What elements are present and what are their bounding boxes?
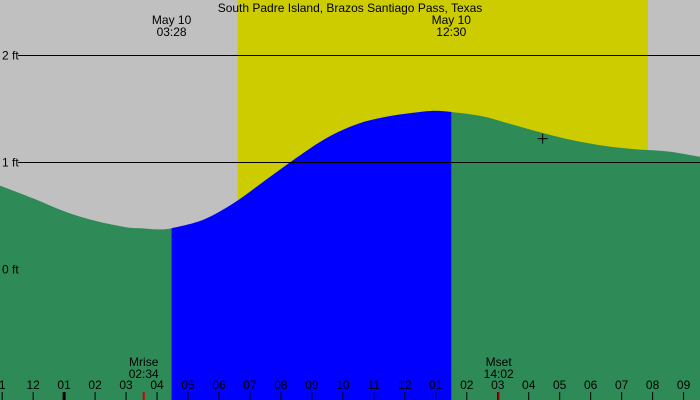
hour-tick-label: 10 (336, 378, 350, 392)
y-tick-label: 1 ft (2, 156, 19, 170)
hour-tick-label: 03 (491, 378, 505, 392)
hour-tick-label: 09 (305, 378, 319, 392)
tide-highlight-area (171, 110, 452, 400)
hour-tick-label: 11 (368, 378, 381, 392)
hour-tick-label: 12 (398, 378, 412, 392)
hour-tick-label: 06 (584, 378, 598, 392)
y-tick-label: 2 ft (2, 49, 19, 63)
hour-axis: 1 12 01 02 03 04 05 06 07 08 09 10 11 12 01 02 03 04 05 06 0… (0, 378, 691, 400)
hour-tick-label: 05 (553, 378, 567, 392)
tide-event-date: May 10 (152, 13, 192, 27)
hour-tick-label: 04 (150, 378, 164, 392)
hour-tick-label: 06 (212, 378, 226, 392)
hour-tick-label: 07 (243, 378, 257, 392)
hour-tick-label: 02 (460, 378, 474, 392)
tide-event-time: 12:30 (436, 25, 466, 39)
tide-event-date: May 10 (432, 13, 472, 27)
moon-event-time: 14:02 (484, 367, 514, 381)
hour-tick-label: 08 (646, 378, 660, 392)
tide-event-time: 03:28 (157, 25, 187, 39)
hour-tick-label: 12 (26, 378, 40, 392)
current-position-marker (537, 133, 548, 144)
hour-tick-label: 01 (57, 378, 71, 392)
moon-event-time: 02:34 (129, 367, 159, 381)
hour-tick-label: 09 (677, 378, 691, 392)
gridlines (18, 55, 700, 163)
moon-event-label: Mset (486, 355, 513, 369)
hour-tick-label: 08 (274, 378, 288, 392)
hour-tick-label: 05 (181, 378, 195, 392)
hour-tick-label: 03 (119, 378, 133, 392)
hour-tick-label: 04 (522, 378, 536, 392)
y-tick-label: 0 ft (2, 263, 19, 277)
hour-tick-label: 02 (88, 378, 102, 392)
hour-tick-label: 07 (615, 378, 629, 392)
hour-tick-label: 1 (0, 378, 6, 392)
y-tick-labels: 0 ft 1 ft 2 ft (2, 49, 19, 277)
hour-tick-label: 01 (429, 378, 443, 392)
chart-title: South Padre Island, Brazos Santiago Pass… (218, 1, 483, 15)
moon-event-label: Mrise (129, 355, 159, 369)
